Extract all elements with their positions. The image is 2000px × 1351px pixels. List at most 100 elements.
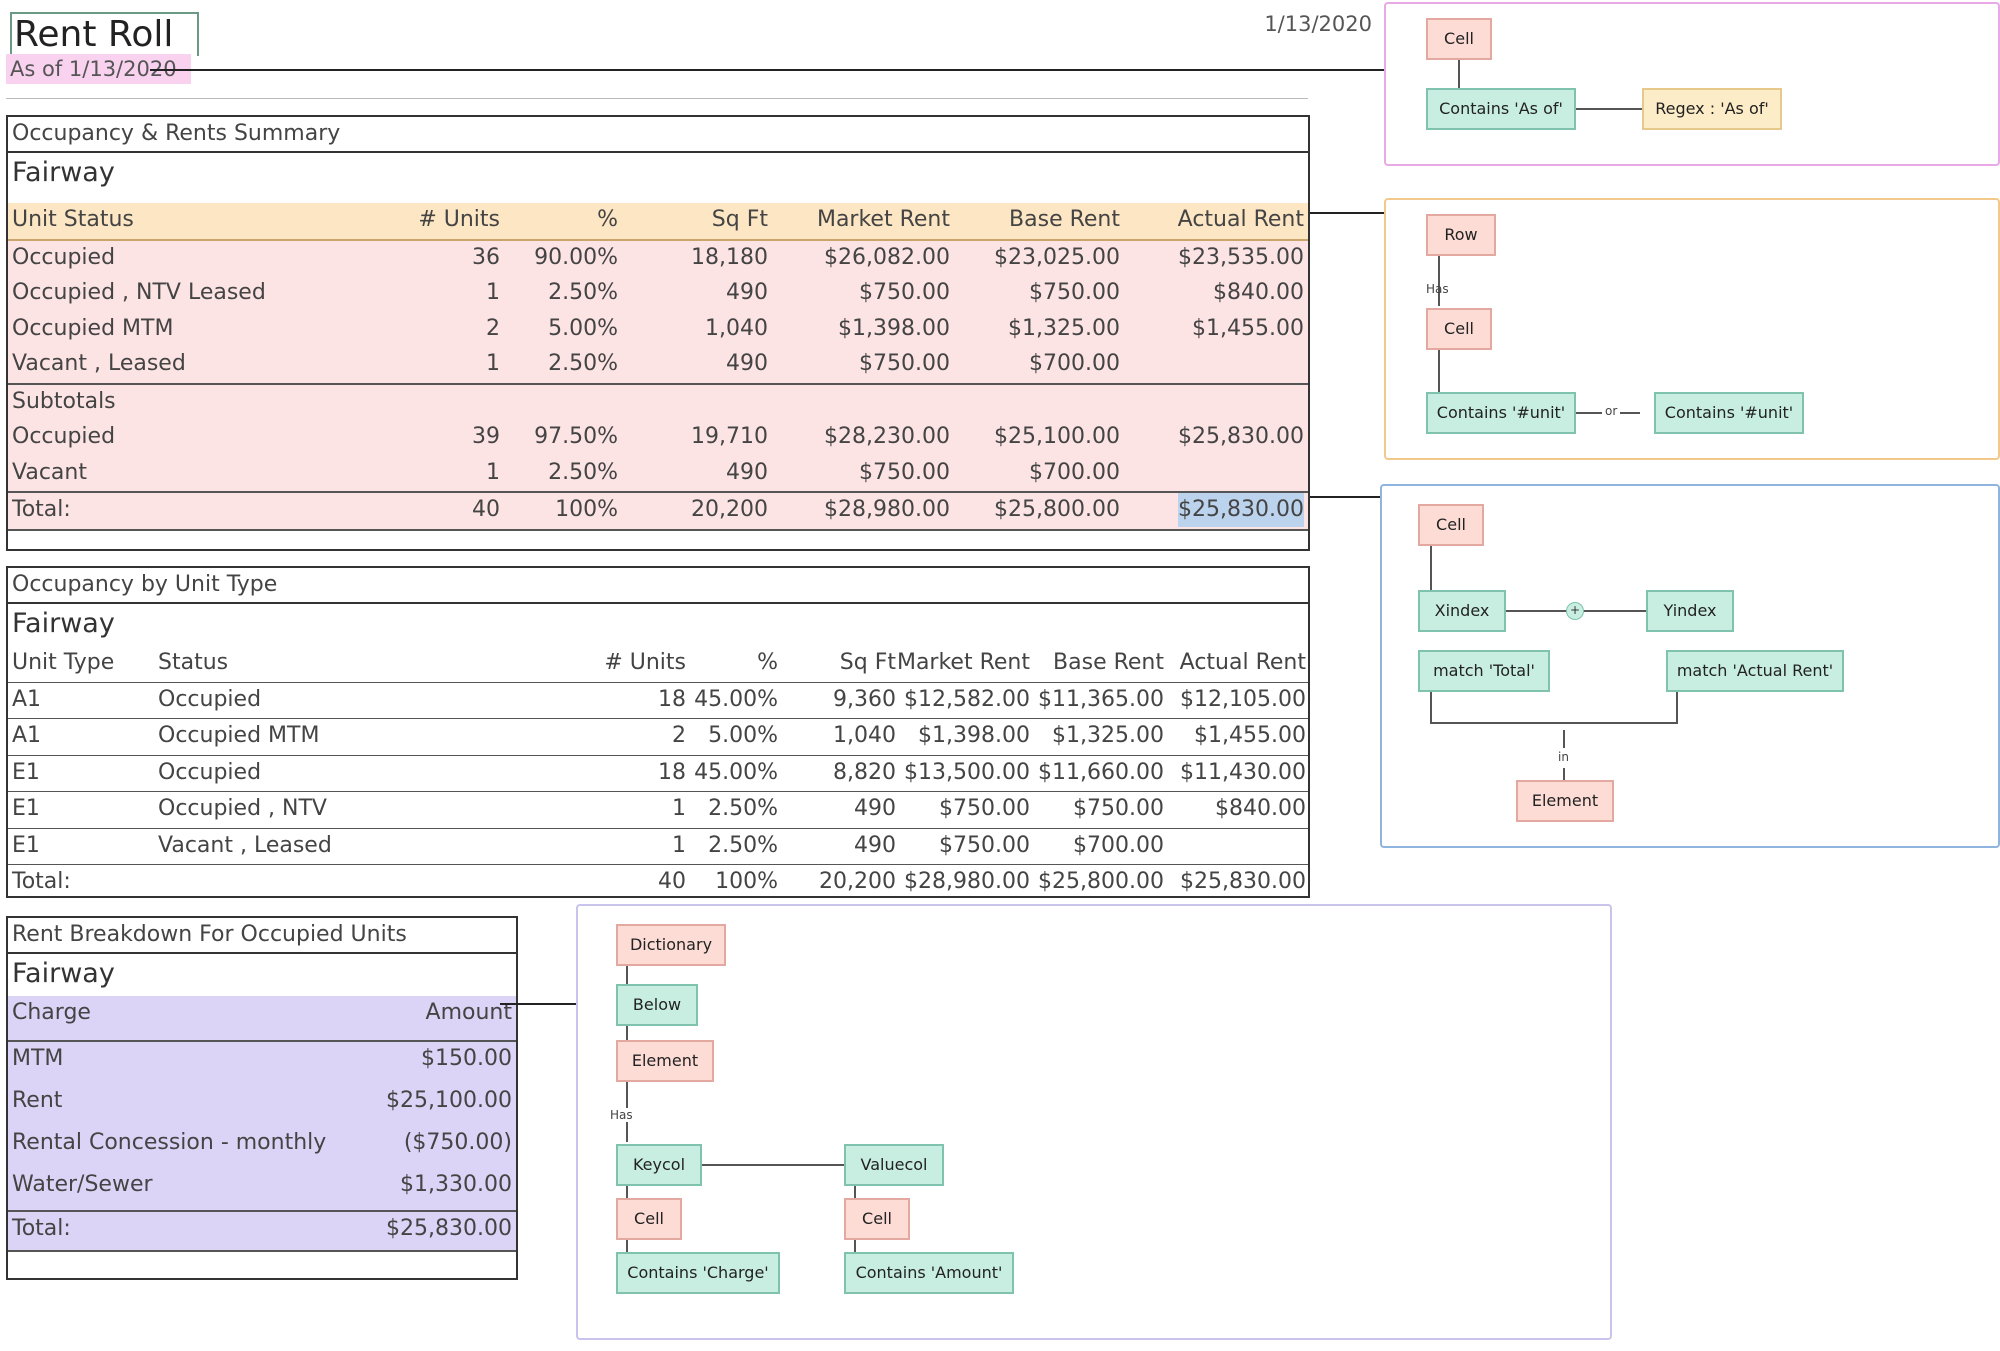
cell: $25,100.00: [386, 1088, 512, 1113]
report-title: Rent Roll: [10, 12, 200, 56]
node-match-actual-rent[interactable]: match 'Actual Rent': [1666, 650, 1844, 692]
header-rule: [6, 98, 1308, 99]
subtotals-row: Subtotals: [8, 382, 1308, 420]
occupancy-summary-table: Occupancy & Rents Summary Fairway Unit S…: [6, 115, 1310, 551]
node-dictionary[interactable]: Dictionary: [616, 924, 726, 966]
table-row: A1 Occupied 18 45.00% 9,360 $12,582.00 $11,365…: [8, 683, 1308, 719]
node-valuecol[interactable]: Valuecol: [844, 1144, 944, 1186]
cell: $750.00: [1073, 796, 1164, 821]
table-header-row: Charge Amount: [8, 996, 516, 1042]
table-row: Water/Sewer $1,330.00: [8, 1168, 516, 1210]
node-contains-as-of[interactable]: Contains 'As of': [1426, 88, 1576, 130]
cell: $750.00: [939, 832, 1030, 858]
cell: Occupied MTM: [12, 315, 174, 341]
cell: 18,180: [691, 244, 768, 270]
cell: A1: [12, 723, 42, 748]
panel-header-row-rule: Row Has Cell Contains '#unit' or Contain…: [1384, 198, 2000, 460]
cell: Total:: [12, 497, 71, 522]
cell: E1: [12, 832, 40, 858]
cell: ($750.00): [403, 1130, 512, 1155]
cell: $25,830.00: [1178, 424, 1304, 449]
node-cell-value[interactable]: Cell: [844, 1198, 910, 1240]
table-row: Rent $25,100.00: [8, 1084, 516, 1126]
cell: 490: [726, 351, 768, 376]
node-contains-amount[interactable]: Contains 'Amount': [844, 1252, 1014, 1294]
cell: E1: [12, 759, 40, 785]
node-yindex[interactable]: Yindex: [1646, 590, 1734, 632]
cell: 40: [472, 497, 500, 522]
edge-label-or: or: [1602, 404, 1621, 418]
cell: 2.50%: [548, 351, 618, 376]
node-match-total[interactable]: match 'Total': [1418, 650, 1550, 692]
node-contains-unit-b[interactable]: Contains '#unit': [1654, 392, 1804, 434]
cell: # Units: [418, 207, 500, 232]
node-cell[interactable]: Cell: [1418, 504, 1484, 546]
summary-property: Fairway: [12, 157, 115, 188]
cell: 45.00%: [694, 759, 778, 785]
edge: [1430, 546, 1432, 592]
cell: 2.50%: [708, 796, 778, 821]
node-cell[interactable]: Cell: [1426, 308, 1492, 350]
cell: $750.00: [859, 459, 950, 485]
cell: $28,980.00: [904, 869, 1030, 894]
cell: Actual Rent: [1179, 650, 1306, 675]
cell: $750.00: [859, 351, 950, 376]
cell: 8,820: [833, 759, 896, 785]
node-below[interactable]: Below: [616, 984, 698, 1026]
edge: [1438, 350, 1440, 394]
cell: Status: [158, 650, 229, 675]
cell: 2.50%: [548, 280, 618, 305]
cell: $750.00: [859, 280, 950, 305]
cell: $25,800.00: [994, 497, 1120, 522]
cell: 1: [486, 459, 500, 485]
connector-breakdown: [500, 1003, 576, 1005]
node-element[interactable]: Element: [616, 1040, 714, 1082]
node-element[interactable]: Element: [1516, 780, 1614, 822]
cell: $11,430.00: [1180, 759, 1306, 785]
cell: Water/Sewer: [12, 1172, 153, 1197]
cell: $11,365.00: [1038, 686, 1164, 712]
node-xindex[interactable]: Xindex: [1418, 590, 1506, 632]
cell: $1,398.00: [918, 723, 1030, 748]
cell: Unit Type: [12, 650, 115, 675]
cell: $25,830.00: [1178, 493, 1304, 527]
cell: Vacant: [12, 459, 87, 485]
node-cell-key[interactable]: Cell: [616, 1198, 682, 1240]
cell: $23,025.00: [994, 244, 1120, 270]
edge-label-has: Has: [610, 1108, 633, 1122]
total-row: Total: 40 100% 20,200 $28,980.00 $25,800.00 $2…: [8, 491, 1308, 531]
cell: $23,535.00: [1178, 244, 1304, 270]
cell: $25,830.00: [386, 1216, 512, 1241]
node-keycol[interactable]: Keycol: [616, 1144, 702, 1186]
node-regex-as-of[interactable]: Regex : 'As of': [1642, 88, 1782, 130]
breakdown-property: Fairway: [12, 958, 115, 989]
subtotals-label: Subtotals: [12, 388, 116, 414]
node-contains-unit-a[interactable]: Contains '#unit': [1426, 392, 1576, 434]
plus-icon: +: [1566, 602, 1584, 620]
cell: 20,200: [691, 497, 768, 522]
node-cell[interactable]: Cell: [1426, 18, 1492, 60]
bytype-property: Fairway: [12, 608, 115, 639]
summary-title: Occupancy & Rents Summary: [8, 117, 1308, 153]
edge: [1430, 722, 1678, 724]
node-contains-charge[interactable]: Contains 'Charge': [616, 1252, 780, 1294]
node-row[interactable]: Row: [1426, 214, 1496, 256]
cell: Sq Ft: [711, 207, 768, 232]
cell: $700.00: [1029, 459, 1120, 485]
panel-dictionary-rule: Dictionary Below Element Has Keycol Valu…: [576, 904, 1612, 1340]
bytype-title: Occupancy by Unit Type: [8, 568, 1308, 604]
cell: Base Rent: [1009, 207, 1120, 232]
edge: [626, 966, 628, 986]
cell: $700.00: [1073, 832, 1164, 858]
connector-asof: [150, 69, 1384, 71]
table-row: A1 Occupied MTM 2 5.00% 1,040 $1,398.00 $1,325…: [8, 719, 1308, 756]
edge: [854, 1186, 856, 1200]
breakdown-title: Rent Breakdown For Occupied Units: [8, 918, 516, 954]
cell: 490: [726, 459, 768, 485]
cell: 40: [658, 869, 686, 894]
cell: $1,398.00: [838, 315, 950, 341]
cell: 1,040: [833, 723, 896, 748]
cell: $25,100.00: [994, 424, 1120, 449]
edge: [1563, 730, 1565, 748]
cell: Occupied: [158, 686, 262, 712]
